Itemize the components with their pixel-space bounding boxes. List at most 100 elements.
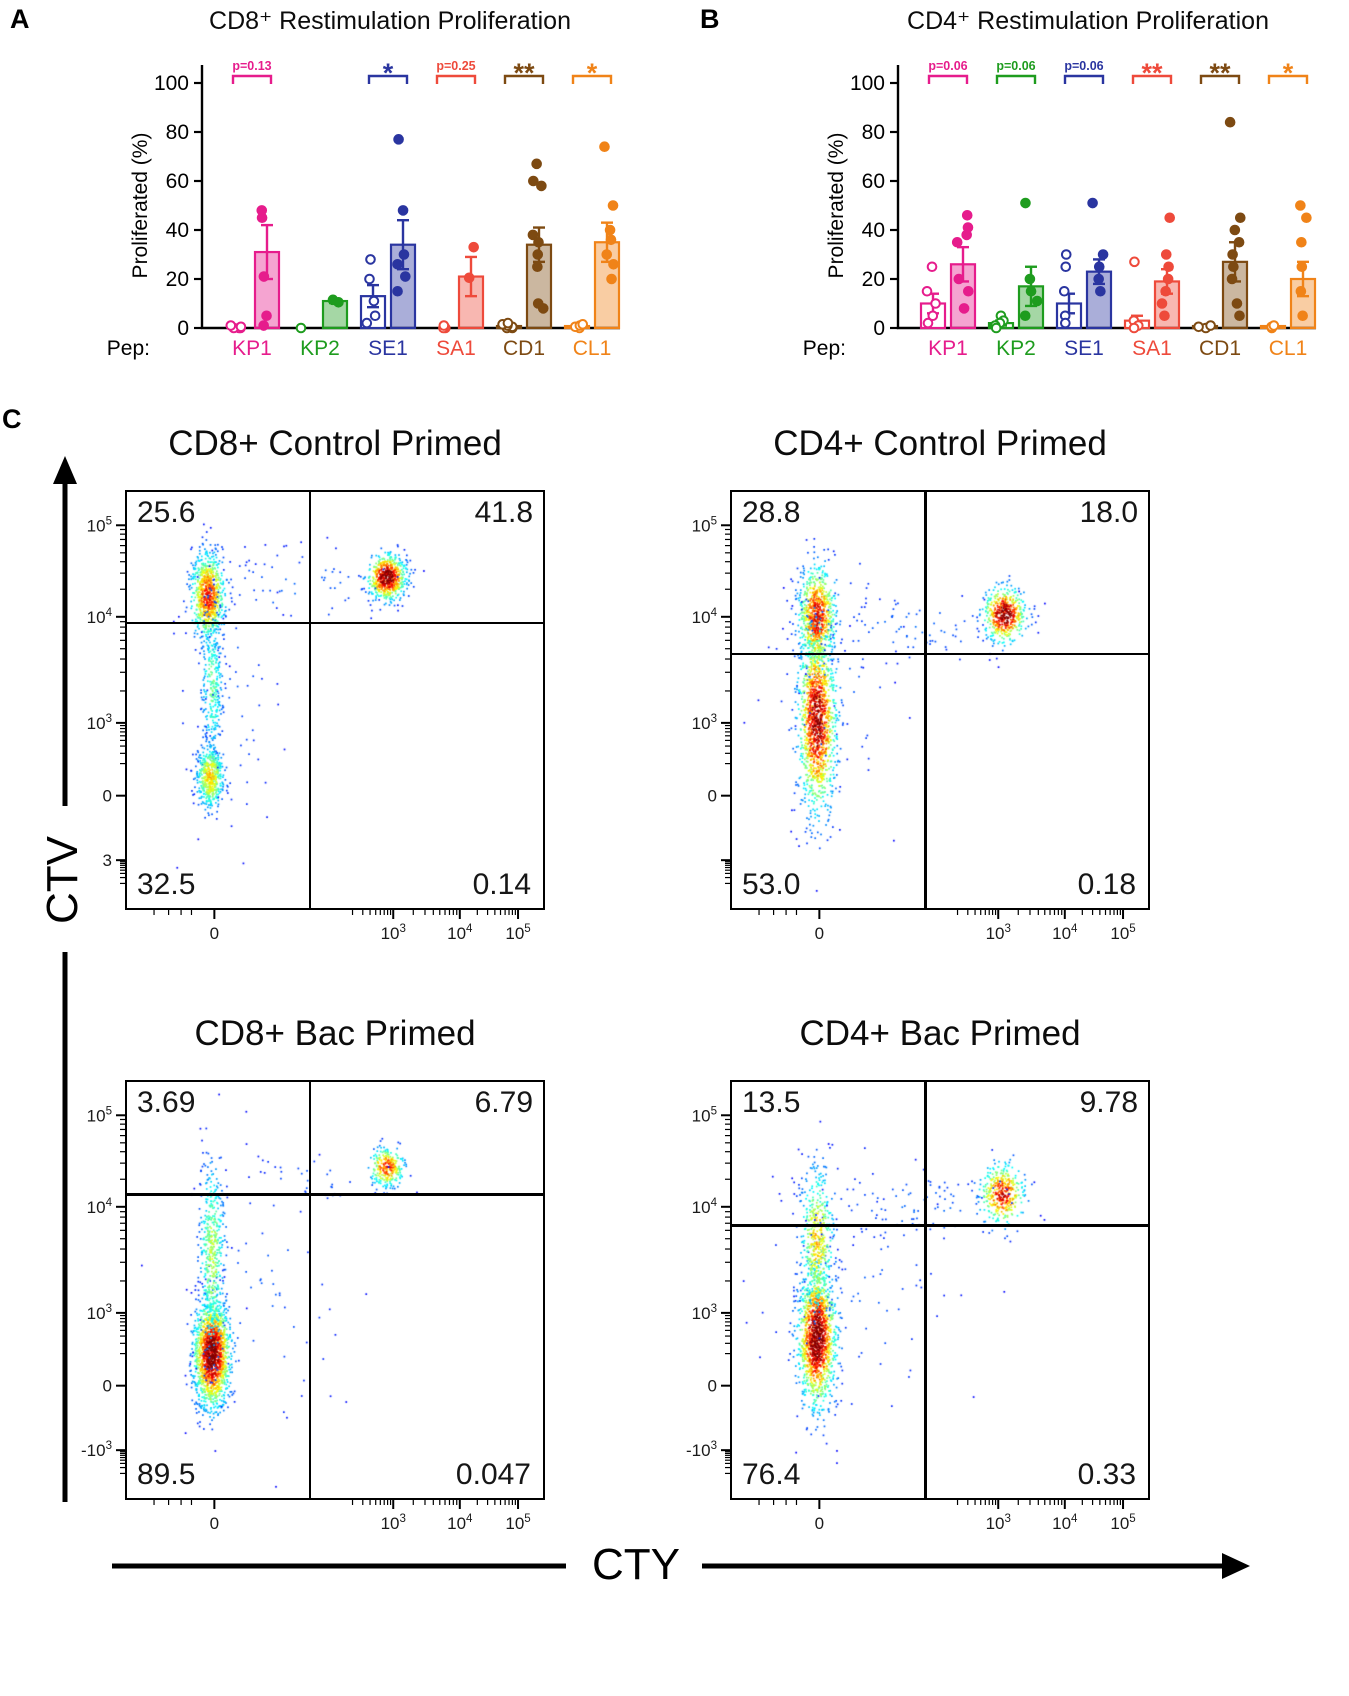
y-tick-label: 40 (166, 219, 189, 242)
pep-axis-prefix: Pep: (107, 337, 150, 360)
peptide-data-point (400, 271, 411, 282)
tick-label: 103 (87, 713, 112, 733)
tick-label: 0 (708, 787, 717, 806)
flow-scatter-canvas (732, 1082, 1148, 1498)
group-KP1: KP1 p=0.13 (225, 59, 281, 360)
significance-bracket (1199, 74, 1241, 84)
peptide-data-point (392, 285, 403, 297)
peptide-data-point (607, 200, 619, 211)
peptide-data-point (1301, 212, 1312, 224)
control-data-point (990, 322, 1002, 334)
tick-label: 0 (103, 787, 112, 806)
quadrant-gate-vertical (308, 1082, 312, 1498)
control-data-point (502, 317, 514, 329)
panel-label-a: A (10, 4, 30, 34)
quadrant-gate-horizontal (127, 621, 543, 625)
peptide-data-point (533, 236, 544, 248)
peptide-data-point (1296, 236, 1307, 248)
tick-label: 103 (986, 923, 1011, 943)
peptide-data-point (1226, 273, 1238, 285)
peptide-data-point (1095, 285, 1106, 297)
flow-plot-cd4-bac-primed: CD4+ Bac Primed 13.5 9.78 76.4 0.33 105 1… (686, 1014, 1150, 1533)
quadrant-gate-horizontal (127, 1193, 543, 1196)
quadrant-pct-lower-left: 32.5 (137, 868, 196, 901)
y-tick-label: 20 (862, 268, 885, 291)
quadrant-pct-upper-right: 6.79 (474, 1086, 533, 1119)
control-data-point (1060, 249, 1072, 260)
tick-label: 103 (986, 1513, 1011, 1533)
peptide-data-point (1296, 261, 1308, 273)
quadrant-pct-lower-right: 0.047 (455, 1458, 531, 1491)
y-tick-label: 80 (862, 121, 885, 144)
quadrant-pct-upper-left: 13.5 (742, 1086, 801, 1119)
peptide-data-point (527, 229, 539, 241)
control-data-point (577, 319, 589, 330)
peptide-data-point (1295, 285, 1307, 297)
group-label: CD1 (503, 337, 545, 360)
group-CD1: CD1 ** (1191, 58, 1249, 360)
peptide-data-point (608, 259, 619, 270)
peptide-data-point (532, 249, 544, 260)
quadrant-gate-horizontal (732, 1224, 1148, 1227)
peptide-data-point (1024, 273, 1036, 285)
control-data-point (1058, 285, 1070, 297)
peptide-data-point (468, 241, 479, 253)
quadrant-pct-upper-left: 3.69 (137, 1086, 196, 1119)
control-data-point (927, 310, 939, 322)
tick-label: 103 (692, 1303, 717, 1323)
significance-label: p=0.06 (1064, 59, 1103, 73)
peptide-data-point (1093, 261, 1105, 273)
y-tick-label: 100 (154, 72, 189, 95)
quadrant-gate-vertical (924, 1082, 927, 1498)
group-KP1: KP1 p=0.06 (919, 59, 977, 360)
group-CL1: CL1 * (563, 58, 621, 360)
cd8-restim-title: CD8⁺ Restimulation Proliferation (209, 7, 571, 35)
peptide-data-point (258, 271, 270, 282)
tick-label: 103 (692, 713, 717, 733)
tick-label: 105 (692, 515, 717, 535)
control-data-point (930, 298, 941, 309)
control-data-point (235, 321, 247, 333)
peptide-data-point (1160, 249, 1172, 260)
y-axis-title: Proliferated (%) (825, 133, 848, 279)
control-data-point (922, 317, 934, 329)
control-data-point (1129, 256, 1140, 268)
tick-label: 105 (692, 1105, 717, 1125)
significance-bracket (995, 74, 1037, 84)
bar-chart-cd8-restimulation: 0 20 40 60 80 100 Proliferated (%) Pep: KP1 p=0.1… (107, 58, 621, 360)
peptide-data-point (261, 310, 272, 322)
significance-label: p=0.25 (436, 59, 475, 73)
ctv-axis-label: CTV (38, 836, 87, 924)
control-data-point (1193, 321, 1204, 333)
significance-label: ** (513, 58, 535, 88)
tick-label: 104 (1052, 1513, 1078, 1533)
tick-label: 104 (692, 1197, 718, 1217)
tick-label: 103 (87, 1303, 112, 1323)
quadrant-pct-upper-right: 41.8 (474, 496, 533, 529)
group-CD1: CD1 ** (495, 58, 553, 360)
control-data-point (926, 261, 938, 273)
control-data-point (921, 285, 933, 297)
peptide-data-point (1020, 197, 1031, 209)
significance-bracket (571, 74, 613, 84)
group-label: KP2 (300, 337, 340, 360)
significance-bracket (231, 74, 273, 84)
group-label: SE1 (368, 337, 408, 360)
quadrant-pct-upper-right: 9.78 (1079, 1086, 1138, 1119)
tick-label: 0 (210, 1514, 219, 1533)
group-label: SE1 (1064, 337, 1104, 360)
peptide-data-point (1025, 285, 1037, 297)
tick-label: 105 (1110, 923, 1135, 943)
peptide-data-point (1162, 273, 1174, 285)
peptide-data-point (536, 180, 547, 192)
significance-label: * (383, 58, 394, 88)
significance-label: * (1283, 58, 1294, 88)
tick-label: 104 (692, 607, 718, 627)
peptide-data-point (1163, 261, 1174, 273)
quadrant-pct-lower-right: 0.14 (472, 868, 531, 901)
group-KP2: KP2 (295, 294, 349, 360)
significance-bracket (1267, 74, 1309, 84)
y-tick-label: 40 (862, 219, 885, 242)
significance-bracket (435, 74, 477, 84)
control-data-point (361, 317, 373, 329)
